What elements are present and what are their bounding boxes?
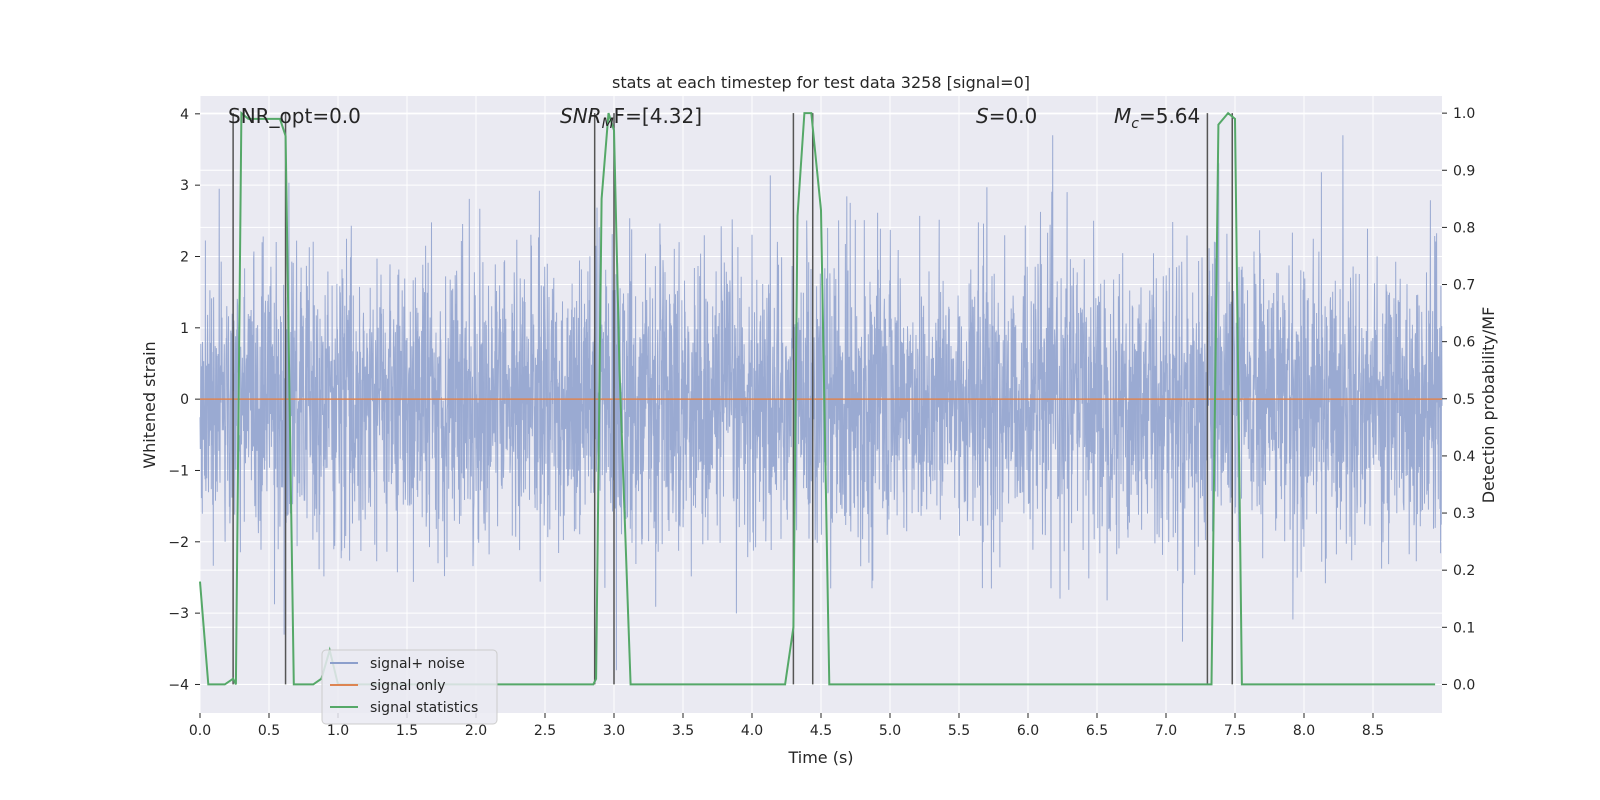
- signal-noise-series: [199, 135, 1443, 671]
- x-tick-label: 2.0: [465, 723, 487, 739]
- y-tick-label: 3: [180, 178, 189, 194]
- legend-label-stats: signal statistics: [370, 700, 478, 716]
- snr-mf-annotation: SNRMF=[4.32]: [560, 104, 702, 132]
- snr-mf-main: SNR: [560, 104, 602, 128]
- y-tick-label: −3: [168, 606, 189, 622]
- s-rest: =0.0: [989, 104, 1038, 128]
- y-axis-label: Whitened strain: [140, 341, 159, 468]
- s-main: S: [976, 104, 989, 128]
- mc-sub: c: [1131, 116, 1139, 132]
- x-tick-label: 8.0: [1293, 723, 1315, 739]
- legend-label-signal: signal only: [370, 678, 445, 694]
- y-right-tick-label: 0.8: [1453, 220, 1475, 236]
- y-right-tick-label: 0.5: [1453, 392, 1475, 408]
- signal-noise-line: [199, 135, 1443, 671]
- y-tick-label: −4: [168, 677, 189, 693]
- x-tick-label: 0.0: [189, 723, 211, 739]
- y-tick-label: −1: [168, 463, 189, 479]
- y-right-tick-label: 0.6: [1453, 335, 1475, 351]
- x-tick-label: 3.0: [603, 723, 625, 739]
- y-axis-ticks: −4 −3 −2 −1 0 1 2 3 4: [168, 107, 200, 693]
- x-tick-label: 7.5: [1224, 723, 1246, 739]
- x-tick-label: 0.5: [258, 723, 280, 739]
- y-right-axis-label: Detection probability/MF: [1479, 307, 1498, 504]
- vertical-markers: [232, 113, 1233, 685]
- y-tick-label: 0: [180, 392, 189, 408]
- x-tick-label: 6.5: [1086, 723, 1108, 739]
- mc-rest: =5.64: [1139, 104, 1200, 128]
- mc-annotation: Mc=5.64: [1114, 104, 1200, 132]
- s-annotation: S=0.0: [976, 104, 1037, 128]
- x-tick-label: 5.0: [879, 723, 901, 739]
- signal-statistics-series: [199, 110, 1436, 686]
- chart-title: stats at each timestep for test data 325…: [612, 73, 1030, 92]
- snr-mf-sub: M: [602, 116, 614, 132]
- y-tick-label: 2: [180, 249, 189, 265]
- x-tick-label: 6.0: [1017, 723, 1039, 739]
- y-right-tick-label: 0.7: [1453, 278, 1475, 294]
- snr-mf-rest: F=[4.32]: [614, 104, 702, 128]
- y-right-tick-label: 0.0: [1453, 677, 1475, 693]
- mc-main: M: [1114, 104, 1131, 128]
- y-tick-label: 1: [180, 321, 189, 337]
- x-tick-label: 5.5: [948, 723, 970, 739]
- x-tick-label: 3.5: [672, 723, 694, 739]
- signal-statistics-line: [199, 110, 1436, 686]
- x-tick-label: 8.5: [1362, 723, 1384, 739]
- x-axis-ticks: 0.0 0.5 1.0 1.5 2.0 2.5 3.0 3.5 4.0 4.5 5.0 5.5 6.0 6…: [189, 713, 1384, 739]
- y-right-axis-ticks: 0.0 0.1 0.2 0.3 0.4 0.5 0.6 0.7 0.8 0.9 1.0: [1442, 106, 1475, 693]
- legend-box: [321, 649, 498, 725]
- x-tick-label: 1.0: [327, 723, 349, 739]
- y-right-tick-label: 0.3: [1453, 506, 1475, 522]
- y-right-tick-label: 0.4: [1453, 449, 1475, 465]
- legend-label-noise: signal+ noise: [370, 656, 465, 672]
- y-right-tick-label: 0.1: [1453, 620, 1475, 636]
- x-tick-label: 1.5: [396, 723, 418, 739]
- y-right-tick-label: 0.2: [1453, 563, 1475, 579]
- y-tick-label: 4: [180, 107, 189, 123]
- y-right-tick-label: 1.0: [1453, 106, 1475, 122]
- x-tick-label: 4.5: [810, 723, 832, 739]
- y-tick-label: −2: [168, 535, 189, 551]
- x-axis-label: Time (s): [787, 748, 853, 767]
- x-tick-label: 4.0: [741, 723, 763, 739]
- y-right-tick-label: 0.9: [1453, 163, 1475, 179]
- snr-opt-annotation: SNR_opt=0.0: [228, 104, 361, 128]
- legend: signal+ noise signal only signal statist…: [321, 649, 498, 725]
- x-tick-label: 7.0: [1155, 723, 1177, 739]
- x-tick-label: 2.5: [534, 723, 556, 739]
